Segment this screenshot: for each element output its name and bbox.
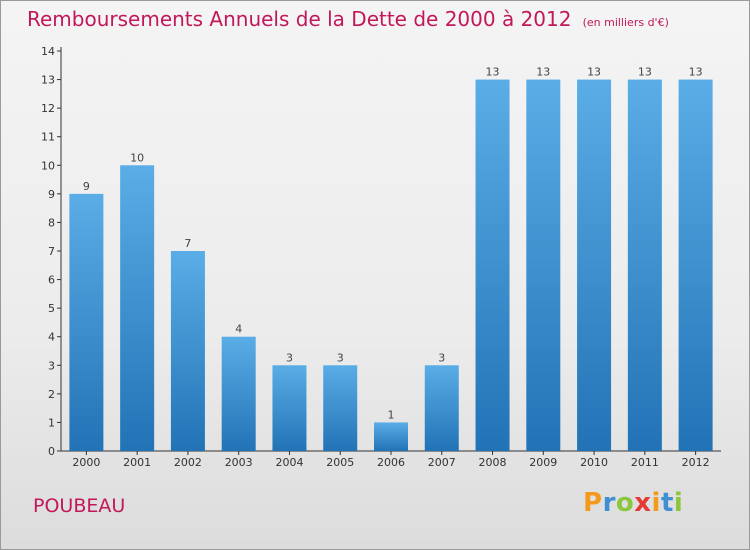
bar (577, 79, 612, 452)
bar (170, 251, 205, 451)
y-tick-label: 0 (48, 445, 55, 458)
bar-value-label: 13 (536, 66, 550, 79)
bars (69, 79, 713, 452)
bar-value-label: 3 (337, 351, 344, 364)
y-tick-label: 11 (41, 131, 55, 144)
bar-value-label: 13 (689, 66, 703, 79)
x-tick-label: 2003 (225, 456, 253, 469)
y-tick-label: 13 (41, 74, 55, 87)
y-tick-label: 9 (48, 188, 55, 201)
chart-title: Remboursements Annuels de la Dette de 20… (27, 7, 669, 31)
x-tick-label: 2010 (580, 456, 608, 469)
x-tick-label: 2008 (479, 456, 507, 469)
bar (272, 365, 307, 451)
bar-value-label: 3 (438, 351, 445, 364)
bar (627, 79, 662, 452)
bar-value-label: 3 (286, 351, 293, 364)
x-tick-label: 2007 (428, 456, 456, 469)
y-tick-label: 3 (48, 359, 55, 372)
y-tick-label: 4 (48, 331, 55, 344)
bar (221, 336, 256, 451)
brand-logo: Proxiti (583, 488, 684, 518)
bar (678, 79, 713, 452)
chart-title-text: Remboursements Annuels de la Dette de 20… (27, 7, 572, 31)
bar (526, 79, 561, 452)
bar (120, 165, 155, 452)
bar (424, 365, 459, 451)
y-tick-label: 8 (48, 216, 55, 229)
bar (475, 79, 510, 452)
y-tick-label: 1 (48, 416, 55, 429)
x-tick-label: 2002 (174, 456, 202, 469)
bar-value-label: 1 (388, 408, 395, 421)
labels: 9 2000 10 2001 7 2002 4 2003 3 2004 3 2005 1 2006 3 200… (72, 66, 709, 469)
unit-note: (en milliers d'€) (582, 16, 669, 29)
y-tick-label: 2 (48, 388, 55, 401)
y-tick-label: 7 (48, 245, 55, 258)
x-tick-label: 2012 (682, 456, 710, 469)
y-tick-label: 10 (41, 159, 55, 172)
bar-value-label: 7 (184, 237, 191, 250)
y-tick-label: 12 (41, 102, 55, 115)
bar (323, 365, 358, 451)
x-tick-label: 2004 (275, 456, 303, 469)
commune-name: POUBEAU (33, 495, 126, 517)
bar-value-label: 13 (587, 66, 601, 79)
bar-value-label: 13 (638, 66, 652, 79)
bar-value-label: 10 (130, 151, 144, 164)
bar-value-label: 13 (486, 66, 500, 79)
bar (69, 193, 104, 451)
y-tick-label: 14 (41, 45, 55, 58)
y-tick-label: 5 (48, 302, 55, 315)
x-tick-label: 2005 (326, 456, 354, 469)
x-tick-label: 2006 (377, 456, 405, 469)
y-tick-label: 6 (48, 274, 55, 287)
bar-value-label: 9 (83, 180, 90, 193)
x-tick-label: 2001 (123, 456, 151, 469)
bar (374, 422, 408, 451)
bar-value-label: 4 (235, 323, 242, 336)
x-tick-label: 2000 (72, 456, 100, 469)
x-tick-label: 2011 (631, 456, 659, 469)
x-tick-label: 2009 (529, 456, 557, 469)
